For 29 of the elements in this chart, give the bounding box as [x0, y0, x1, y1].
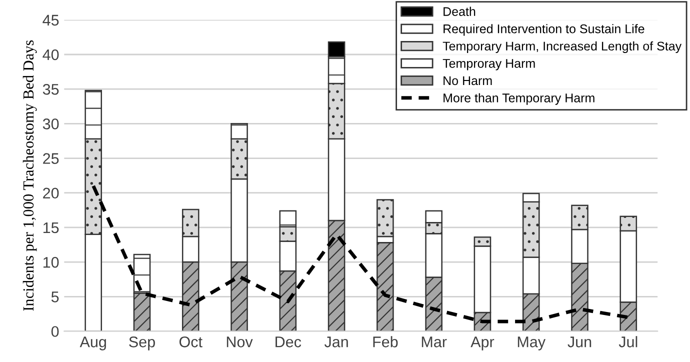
legend-label: Temproray Harm	[442, 59, 535, 70]
x-tick-label: Nov	[226, 336, 253, 348]
y-axis-title: Incidents per 1,000 Tracheostomy Bed Days	[22, 40, 37, 311]
x-tick-label: May	[518, 336, 546, 350]
y-tick-label: 45	[42, 14, 59, 26]
x-tick-label: Jul	[618, 336, 638, 348]
x-tick-label: Dec	[276, 336, 302, 348]
legend-label: Required Intervention to Sustain Life	[444, 24, 644, 36]
x-tick-label: Jun	[568, 336, 592, 348]
y-tick-label: 40	[42, 49, 59, 60]
legend-label: More than Temporary Harm	[444, 93, 594, 105]
y-tick-label: 0	[51, 326, 59, 337]
x-tick-label: Oct	[179, 336, 202, 348]
x-tick-label: Sep	[129, 336, 155, 350]
x-tick-label: Apr	[470, 336, 494, 350]
x-tick-label: Aug	[80, 336, 106, 350]
legend-label: Temporary Harm, Increased Length of Stay	[442, 41, 682, 54]
y-tick-label: 20	[43, 188, 59, 199]
y-tick-label: 35	[42, 84, 59, 95]
x-tick-label: Jan	[324, 336, 348, 348]
x-tick-label: Mar	[422, 336, 447, 348]
x-tick-label: Feb	[373, 336, 398, 348]
y-tick-label: 5	[51, 292, 59, 302]
y-tick-label: 30	[42, 118, 59, 130]
legend-label: No Harm	[444, 76, 492, 86]
y-tick-label: 25	[43, 153, 59, 164]
y-tick-label: 10	[43, 256, 59, 268]
y-tick-label: 15	[43, 222, 59, 234]
legend-label: Death	[444, 6, 476, 16]
